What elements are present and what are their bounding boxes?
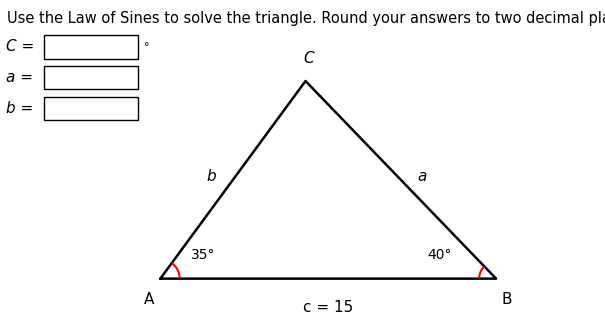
FancyBboxPatch shape (44, 66, 138, 89)
FancyBboxPatch shape (44, 35, 138, 59)
Text: b =: b = (6, 101, 33, 116)
Text: a: a (417, 169, 427, 184)
Text: A: A (144, 292, 155, 307)
Text: a =: a = (6, 70, 33, 85)
Text: °: ° (144, 42, 149, 52)
Text: 40°: 40° (428, 249, 452, 262)
Text: b: b (206, 169, 216, 184)
FancyBboxPatch shape (44, 97, 138, 120)
Text: 35°: 35° (191, 249, 215, 262)
Text: B: B (502, 292, 512, 307)
Text: C =: C = (6, 40, 34, 54)
Text: c = 15: c = 15 (303, 300, 353, 315)
Text: C: C (303, 52, 314, 66)
Text: Use the Law of Sines to solve the triangle. Round your answers to two decimal pl: Use the Law of Sines to solve the triang… (7, 11, 605, 26)
